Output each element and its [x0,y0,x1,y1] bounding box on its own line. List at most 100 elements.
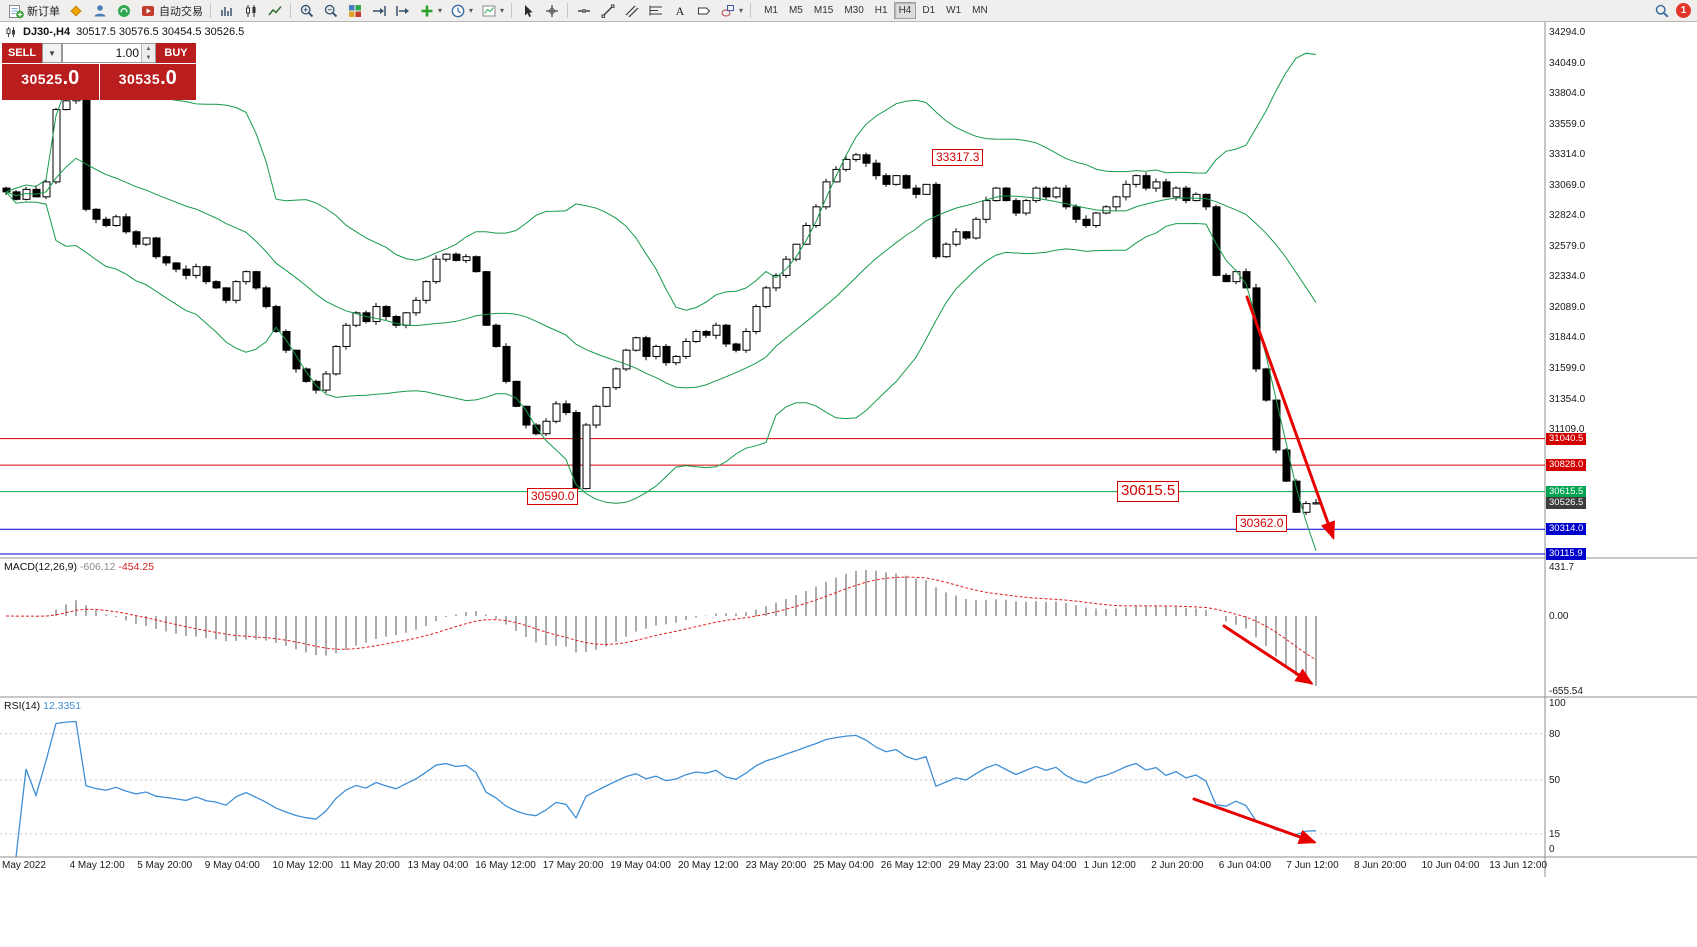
price-axis-label: 32579.0 [1549,240,1586,252]
market-watch-icon [67,2,84,19]
search-icon[interactable] [1653,2,1670,19]
candles-layer [2,93,1321,515]
time-axis-label: 19 May 04:00 [610,860,671,871]
timeframe-button-m1[interactable]: M1 [764,5,778,16]
trend-arrows [1192,295,1336,845]
shapes-tool-button[interactable]: ▾ [716,1,746,21]
indicators-button[interactable]: ▾ [415,1,445,21]
new-order-button[interactable]: 新订单 [4,1,63,21]
price-callout[interactable]: 30362.0 [1236,515,1288,532]
price-callout[interactable]: 33317.3 [932,149,984,166]
tile-windows-icon [346,2,363,19]
price-axis-label: 32824.0 [1549,210,1586,222]
trendline-tool-button[interactable] [596,1,619,21]
spinner-down-icon[interactable]: ▼ [142,53,155,62]
time-axis-label: 16 May 12:00 [475,860,536,871]
time-axis-label: 23 May 20:00 [745,860,807,871]
price-axis-label: 33069.0 [1549,179,1586,191]
time-axis-label: 1 Jun 12:00 [1083,860,1136,871]
price-axis-label: 34049.0 [1549,57,1586,69]
auto-trading-icon [139,2,156,19]
sell-price-display[interactable]: 30525 .0 [2,64,99,100]
toolbar-right-group: 1 [1653,2,1693,19]
crosshair-icon [543,2,560,19]
rsi-panel-label: RSI(14) 12.3351 [4,700,81,712]
notification-badge[interactable]: 1 [1676,3,1691,18]
sell-price-main: 30525 [21,71,63,87]
timeframe-buttons: M1 M5 M15 M30 H1 H4 D1 W1 MN [759,2,993,19]
macd-name: MACD(12,26,9) [4,561,77,573]
line-chart-icon [266,2,283,19]
sell-price-fraction: .0 [62,67,80,89]
community-button[interactable] [112,1,135,21]
bar-chart-mode-button[interactable] [215,1,238,21]
price-axis-tag: 30828.0 [1546,459,1587,472]
timeframe-button-m5[interactable]: M5 [788,5,803,16]
timeframe-button-m15[interactable]: M15 [813,5,834,16]
auto-scroll-icon [370,2,387,19]
rsi-axis-label: 0 [1549,844,1555,855]
chart-shift-button[interactable] [391,1,414,21]
price-axis-label: 33314.0 [1549,149,1586,161]
crosshair-tool-button[interactable] [540,1,563,21]
price-axis-label: 31844.0 [1549,332,1586,344]
auto-trading-label: 自动交易 [159,5,203,18]
spinner-up-icon[interactable]: ▲ [142,44,155,53]
timeframe-button-w1[interactable]: W1 [946,5,962,16]
time-axis-label: 8 Jun 20:00 [1354,860,1407,871]
add-indicator-icon [418,2,435,19]
navigator-button[interactable] [88,1,111,21]
auto-trading-button[interactable]: 自动交易 [136,1,206,21]
hline-tool-button[interactable] [572,1,595,21]
market-watch-button[interactable] [64,1,87,21]
price-axis-label: 33559.0 [1549,118,1586,130]
price-axis-label: 31599.0 [1549,363,1586,375]
timeframe-button-mn[interactable]: MN [972,5,988,16]
line-chart-mode-button[interactable] [263,1,286,21]
chevron-down-icon: ▾ [469,6,474,15]
zoom-out-button[interactable] [319,1,342,21]
price-axis-label: 33804.0 [1549,88,1586,100]
auto-scroll-button[interactable] [367,1,390,21]
toolbar-separator [210,3,211,18]
channel-tool-button[interactable] [620,1,643,21]
zoom-in-button[interactable] [295,1,318,21]
timeframe-button-d1[interactable]: D1 [922,5,936,16]
sell-button[interactable]: SELL [2,43,42,63]
text-tool-button[interactable]: A [668,1,691,21]
price-callout[interactable]: 30615.5 [1117,481,1180,502]
chart-template-icon [480,2,497,19]
timeframe-button-h4[interactable]: H4 [893,2,917,19]
symbol-period-label: DJ30-,H4 [23,26,71,38]
panel-separators [0,22,1697,877]
buy-price-main: 30535 [118,71,161,87]
timeframe-button-h1[interactable]: H1 [874,5,888,16]
shapes-icon [719,2,736,19]
time-axis-label: 13 Jun 12:00 [1489,860,1548,871]
label-tag-icon [695,2,712,19]
timeframe-button-m30[interactable]: M30 [844,5,864,16]
time-axis-label: 29 May 23:00 [948,860,1009,871]
time-axis-label: 26 May 12:00 [880,860,942,871]
periods-button[interactable]: ▾ [446,1,476,21]
time-axis-label: 4 May 12:00 [69,860,125,871]
buy-price-display[interactable]: 30535 .0 [99,64,196,100]
volume-input[interactable] [63,44,141,62]
buy-button[interactable]: BUY [156,43,196,63]
price-axis-label: 31354.0 [1549,393,1586,405]
time-axis-label: 5 May 20:00 [137,860,193,871]
cursor-tool-button[interactable] [516,1,539,21]
pointer-arrow-icon [519,2,536,19]
candlestick-mode-button[interactable] [239,1,262,21]
bollinger-bands [5,52,1317,551]
tile-windows-button[interactable] [343,1,366,21]
price-callout[interactable]: 30590.0 [527,488,579,505]
zoom-in-icon [298,2,315,19]
toolbar-separator [290,3,291,18]
templates-button[interactable]: ▾ [477,1,507,21]
label-tool-button[interactable] [692,1,715,21]
fibo-tool-button[interactable] [644,1,667,21]
time-axis-label: 6 Jun 04:00 [1218,860,1272,871]
order-type-dropdown[interactable]: ▼ [42,43,62,63]
